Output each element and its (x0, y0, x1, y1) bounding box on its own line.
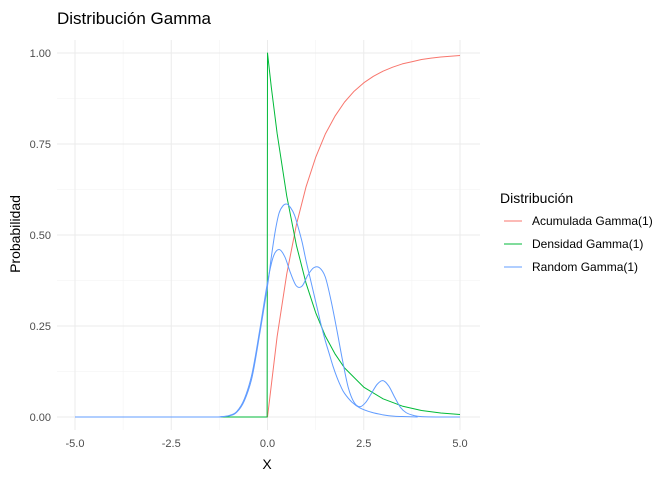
x-tick-label: 2.5 (356, 438, 371, 450)
x-tick-label: -2.5 (162, 438, 181, 450)
tick-layer: -5.0 -2.5 0.0 2.5 5.0 0.00 0.25 0.50 0.75 1.00 (30, 48, 468, 450)
series-line-random-gamma-1-2 (217, 203, 418, 418)
grid-layer (57, 40, 480, 430)
chart-title: Distribución Gamma (57, 9, 212, 28)
series-layer (74, 52, 461, 418)
x-tick-label: 5.0 (452, 438, 467, 450)
x-tick-label: 0.0 (260, 438, 275, 450)
legend-item-densidad-gamma-1: Densidad Gamma(1) (502, 233, 643, 255)
legend-item-acumulada-gamma-1: Acumulada Gamma(1) (502, 210, 653, 232)
legend-title: Distribución (500, 190, 573, 206)
x-axis-title: X (262, 456, 272, 472)
legend-label: Acumulada Gamma(1) (532, 214, 653, 228)
y-axis-title: Probabilidad (7, 195, 23, 273)
y-tick-label: 0.75 (30, 139, 51, 151)
x-tick-label: -5.0 (66, 438, 85, 450)
legend-label: Random Gamma(1) (532, 260, 638, 274)
series-random-gamma-1 (74, 203, 461, 418)
legend-item-random-gamma-1: Random Gamma(1) (502, 256, 638, 278)
legend-label: Densidad Gamma(1) (532, 237, 643, 251)
y-tick-label: 0.00 (30, 412, 51, 424)
y-tick-label: 0.25 (30, 321, 51, 333)
legend-items: Acumulada Gamma(1) Densidad Gamma(1) Rando… (502, 210, 653, 278)
y-tick-label: 0.50 (30, 230, 51, 242)
y-tick-label: 1.00 (30, 48, 51, 60)
legend: Distribución Acumulada Gamma(1) Densidad … (500, 190, 653, 278)
